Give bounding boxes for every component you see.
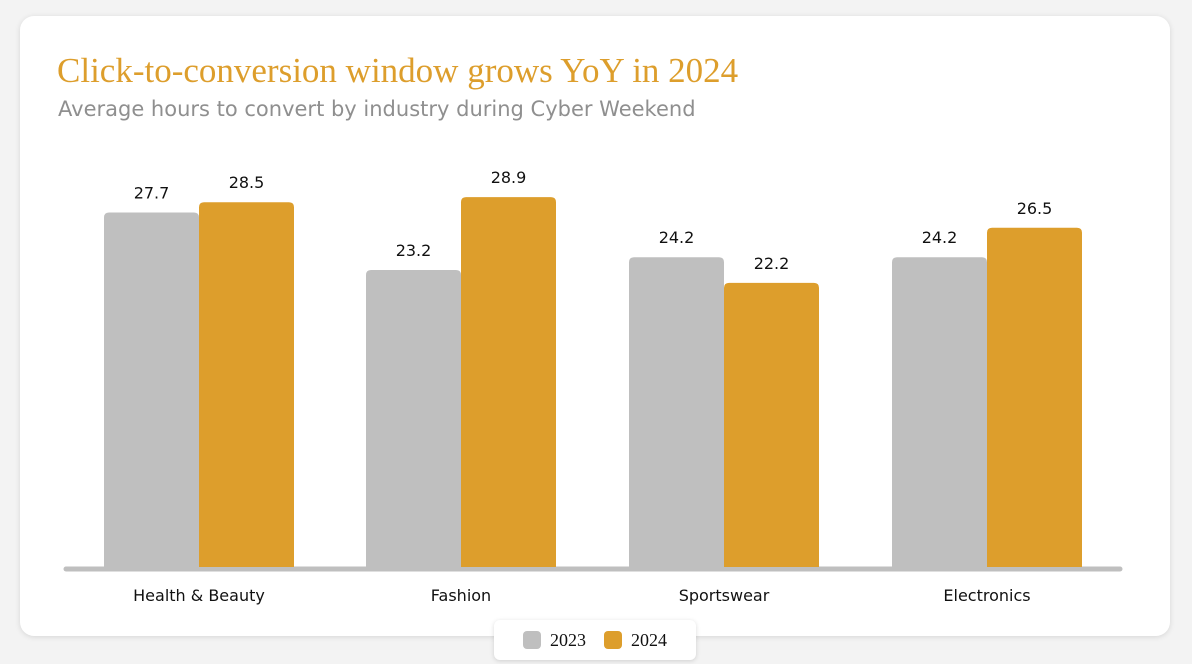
data-label: 24.2 bbox=[659, 228, 695, 247]
data-label: 28.9 bbox=[491, 168, 527, 187]
legend: 2023 2024 bbox=[494, 620, 696, 660]
data-label: 22.2 bbox=[754, 254, 790, 273]
legend-item-2023[interactable]: 2023 bbox=[523, 630, 586, 651]
category-label: Health & Beauty bbox=[133, 586, 265, 605]
bar-electronics-2024[interactable] bbox=[987, 227, 1082, 568]
legend-label-2024: 2024 bbox=[631, 629, 667, 650]
bar-fashion-2023[interactable] bbox=[366, 270, 461, 567]
data-label: 24.2 bbox=[922, 228, 958, 247]
chart-subtitle: Average hours to convert by industry dur… bbox=[58, 97, 696, 121]
bar-sportswear-2023[interactable] bbox=[629, 257, 724, 567]
chart-title: Click-to-conversion window grows YoY in … bbox=[57, 51, 739, 90]
data-label: 28.5 bbox=[229, 173, 265, 192]
bar-fashion-2024[interactable] bbox=[461, 197, 556, 567]
legend-label-2023: 2023 bbox=[550, 629, 586, 650]
category-label: Fashion bbox=[431, 586, 491, 605]
category-label: Sportswear bbox=[679, 586, 770, 605]
legend-swatch-2023 bbox=[523, 631, 541, 649]
bar-sportswear-2024[interactable] bbox=[724, 282, 819, 567]
data-label: 27.7 bbox=[134, 183, 170, 202]
category-label: Electronics bbox=[943, 586, 1030, 605]
bar-health-beauty-2023[interactable] bbox=[104, 212, 199, 567]
bar-health-beauty-2024[interactable] bbox=[199, 202, 294, 567]
legend-swatch-2024 bbox=[604, 631, 622, 649]
bar-electronics-2023[interactable] bbox=[892, 257, 987, 567]
data-label: 23.2 bbox=[396, 241, 432, 260]
data-label: 26.5 bbox=[1017, 199, 1053, 218]
legend-item-2024[interactable]: 2024 bbox=[604, 630, 667, 651]
